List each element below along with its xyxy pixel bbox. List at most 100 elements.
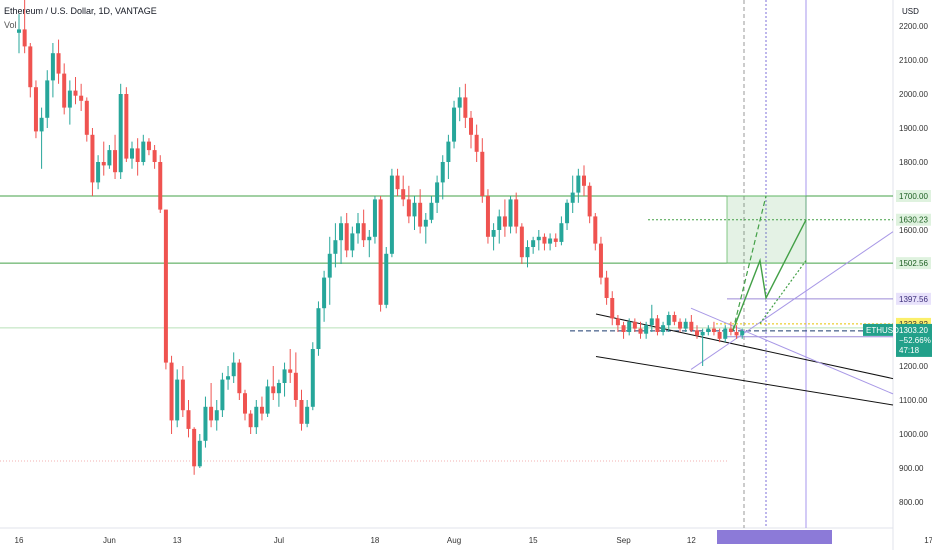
candle-body: [649, 318, 654, 326]
level-price-tag-bg: [896, 190, 931, 202]
currency-label: USD: [902, 7, 919, 16]
level-price-tag: 1502.56: [899, 259, 928, 268]
candle-body: [406, 199, 411, 217]
candle-body: [542, 236, 547, 244]
candle-body: [45, 80, 50, 118]
candle-body: [734, 332, 739, 336]
candle-body: [197, 440, 202, 467]
candle-body: [107, 150, 112, 166]
x-tick-label: 18: [370, 536, 379, 545]
candle-body: [243, 393, 247, 414]
candle-body: [401, 189, 406, 200]
level-price-tag: 1700.00: [899, 192, 928, 201]
candle-body: [271, 386, 276, 394]
candle-body: [344, 223, 349, 251]
last-price-block: [896, 323, 932, 357]
candle-body: [457, 97, 462, 108]
candle-body: [163, 209, 168, 363]
x-tick-label: 13: [173, 536, 182, 545]
last-price-change: −52.66%: [899, 336, 931, 345]
candle-body: [740, 330, 745, 336]
candle-body: [666, 315, 671, 326]
candle-body: [587, 185, 592, 217]
candle-body: [418, 202, 423, 227]
candle-body: [180, 379, 185, 411]
candle-body: [186, 410, 191, 429]
candle-body: [497, 216, 502, 230]
candle-body: [118, 94, 123, 173]
target-price-tag-bg: [896, 213, 931, 226]
candle-body: [367, 236, 372, 241]
y-tick-label: 900.00: [899, 464, 924, 473]
countdown-timer: 47:18: [899, 346, 920, 355]
candle-body: [378, 199, 383, 305]
candle-body: [728, 328, 733, 332]
y-tick-label: 2000.00: [899, 90, 928, 99]
candle-body: [469, 117, 473, 135]
candle-body: [514, 199, 519, 227]
y-tick-label: 2100.00: [899, 56, 928, 65]
last-price-value: 1303.20: [899, 326, 928, 335]
y-tick-label: 1100.00: [899, 396, 928, 405]
candle-body: [678, 321, 683, 329]
candle-body: [423, 219, 428, 227]
candle-body: [305, 406, 310, 424]
candle-body: [463, 97, 468, 118]
candle-body: [231, 362, 236, 377]
x-tick-label: 12: [687, 536, 696, 545]
candle-body: [531, 240, 536, 247]
candle-body: [293, 372, 298, 400]
candle-body: [683, 321, 688, 329]
candle-body: [226, 376, 231, 380]
candle-body: [299, 400, 304, 424]
candle-body: [333, 240, 338, 254]
candle-body: [113, 150, 118, 173]
candle-body: [146, 141, 151, 151]
candle-body: [711, 328, 716, 332]
x-tick-label: Jun: [103, 536, 116, 545]
x-tick-label: 17: [924, 536, 932, 545]
candle-body: [79, 95, 84, 101]
candle-body: [265, 386, 270, 414]
x-tick-label: Sep: [616, 536, 631, 545]
candle-body: [288, 369, 293, 373]
candle-body: [237, 362, 242, 394]
fan-line: [690, 231, 894, 370]
channel-lower-line: [595, 355, 894, 406]
symbol-tag-bg: [863, 323, 893, 336]
candle-body: [169, 362, 174, 421]
candle-body: [644, 325, 649, 334]
candle-body: [559, 223, 564, 242]
candle-body: [661, 325, 666, 332]
volume-label: Vol: [4, 20, 17, 30]
candle-body: [39, 117, 44, 132]
candle-body: [695, 330, 699, 336]
candle-body: [220, 379, 225, 411]
candle-body: [593, 216, 598, 244]
candle-body: [700, 332, 705, 336]
candle-body: [62, 73, 67, 108]
projection-box: [726, 195, 807, 264]
y-tick-label: 2200.00: [899, 22, 928, 31]
candle-body: [395, 175, 400, 190]
candle-body: [259, 406, 264, 414]
candle-body: [565, 202, 570, 224]
y-tick-label: 800.00: [899, 498, 924, 507]
y-tick-label: 1200.00: [899, 362, 928, 371]
candle-body: [254, 406, 259, 428]
candle-body: [582, 175, 586, 186]
candle-body: [502, 216, 507, 227]
candle-body: [248, 413, 253, 428]
x-tick-label: 15: [529, 536, 538, 545]
candle-body: [175, 379, 180, 421]
candle-body: [282, 369, 287, 383]
candle-body: [548, 238, 553, 244]
candle-body: [452, 107, 457, 142]
x-tick-label: 16: [15, 536, 24, 545]
candle-body: [553, 238, 558, 242]
candle-body: [84, 100, 89, 135]
candle-body: [570, 192, 575, 203]
candle-body: [73, 90, 78, 96]
candle-body: [446, 141, 451, 162]
